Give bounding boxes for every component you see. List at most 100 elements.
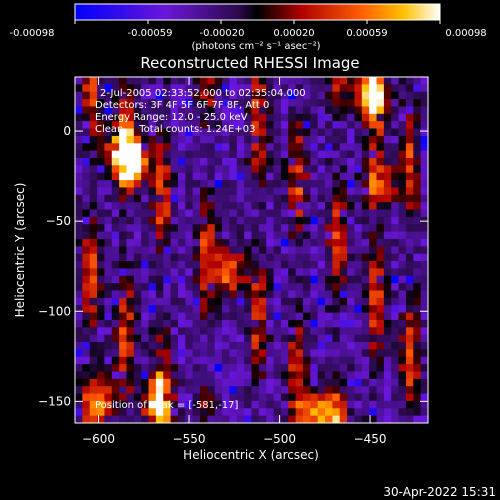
- heatmap-cell: [302, 143, 311, 152]
- heatmap-cell: [148, 238, 157, 247]
- heatmap-cell: [185, 253, 194, 262]
- heatmap-cell: [155, 157, 164, 166]
- heatmap-cell: [75, 268, 83, 277]
- heatmap-cell: [82, 91, 91, 100]
- heatmap-cell: [214, 400, 223, 409]
- heatmap-cell: [302, 371, 311, 380]
- heatmap-cell: [222, 327, 231, 336]
- heatmap-cell: [200, 121, 208, 130]
- heatmap-cell: [391, 290, 400, 299]
- heatmap-cell: [170, 378, 179, 387]
- heatmap-cell: [155, 106, 164, 115]
- heatmap-cell: [266, 106, 275, 115]
- heatmap-cell: [163, 312, 172, 321]
- heatmap-cell: [75, 408, 83, 417]
- heatmap-cell: [177, 408, 186, 417]
- heatmap-cell: [398, 415, 407, 423]
- heatmap-cell: [148, 84, 157, 93]
- heatmap-cell: [141, 165, 150, 174]
- heatmap-cell: [200, 297, 208, 306]
- heatmap-cell: [302, 334, 311, 343]
- heatmap-cell: [141, 187, 150, 196]
- heatmap-cell: [420, 121, 428, 130]
- heatmap-cell: [244, 194, 253, 203]
- heatmap-cell: [302, 106, 311, 115]
- heatmap-cell: [347, 386, 356, 395]
- heatmap-cell: [405, 342, 414, 350]
- heatmap-cell: [75, 378, 83, 387]
- heatmap-cell: [391, 408, 400, 417]
- heatmap-cell: [200, 180, 208, 189]
- heatmap-cell: [97, 349, 106, 358]
- heatmap-cell: [258, 84, 267, 93]
- heatmap-cell: [398, 180, 407, 189]
- heatmap-cell: [251, 246, 260, 255]
- heatmap-cell: [354, 99, 363, 108]
- heatmap-cell: [141, 275, 150, 284]
- heatmap-cell: [310, 393, 319, 402]
- heatmap-cell: [133, 150, 142, 159]
- heatmap-cell: [398, 275, 407, 284]
- heatmap-cell: [258, 378, 267, 387]
- heatmap-cell: [280, 106, 289, 115]
- heatmap-cell: [89, 150, 98, 159]
- heatmap-cell: [317, 172, 326, 181]
- heatmap-cell: [177, 283, 186, 292]
- heatmap-cell: [258, 297, 267, 306]
- heatmap-cell: [192, 128, 201, 137]
- heatmap-cell: [155, 342, 164, 350]
- heatmap-cell: [104, 386, 113, 395]
- heatmap-cell: [398, 238, 407, 247]
- heatmap-cell: [339, 378, 348, 387]
- heatmap-cell: [295, 297, 304, 306]
- heatmap-cell: [295, 157, 304, 166]
- heatmap-cell: [163, 180, 172, 189]
- heatmap-cell: [391, 312, 400, 321]
- heatmap-cell: [332, 180, 341, 189]
- heatmap-cell: [420, 378, 428, 387]
- heatmap-cell: [383, 91, 392, 100]
- heatmap-cell: [82, 342, 91, 350]
- heatmap-cell: [420, 84, 428, 93]
- heatmap-cell: [148, 356, 157, 365]
- heatmap-cell: [310, 312, 319, 321]
- heatmap-cell: [251, 113, 260, 122]
- heatmap-cell: [280, 187, 289, 196]
- heatmap-cell: [97, 157, 106, 166]
- heatmap-cell: [89, 275, 98, 284]
- heatmap-cell: [155, 275, 164, 284]
- heatmap-cell: [141, 312, 150, 321]
- heatmap-cell: [347, 194, 356, 203]
- heatmap-cell: [376, 99, 385, 108]
- heatmap-cell: [369, 400, 378, 409]
- heatmap-cell: [89, 157, 98, 166]
- heatmap-cell: [339, 77, 348, 85]
- heatmap-cell: [192, 187, 201, 196]
- heatmap-cell: [347, 342, 356, 350]
- heatmap-cell: [111, 128, 120, 137]
- heatmap-cell: [236, 135, 245, 144]
- heatmap-cell: [185, 275, 194, 284]
- heatmap-cell: [185, 342, 194, 350]
- heatmap-cell: [111, 187, 120, 196]
- heatmap-cell: [288, 135, 297, 144]
- heatmap-cell: [75, 224, 83, 233]
- heatmap-cell: [141, 297, 150, 306]
- heatmap-cell: [302, 400, 311, 409]
- heatmap-cell: [420, 297, 428, 306]
- heatmap-cell: [369, 261, 378, 269]
- heatmap-cell: [126, 113, 135, 122]
- heatmap-cell: [170, 268, 179, 277]
- heatmap-cell: [339, 349, 348, 358]
- heatmap-cell: [280, 113, 289, 122]
- heatmap-cell: [214, 91, 223, 100]
- heatmap-cell: [273, 216, 282, 225]
- heatmap-cell: [347, 231, 356, 240]
- heatmap-cell: [288, 378, 297, 387]
- heatmap-cell: [119, 342, 128, 350]
- heatmap-cell: [361, 261, 370, 269]
- heatmap-cell: [141, 334, 150, 343]
- heatmap-cell: [170, 238, 179, 247]
- heatmap-cell: [347, 143, 356, 152]
